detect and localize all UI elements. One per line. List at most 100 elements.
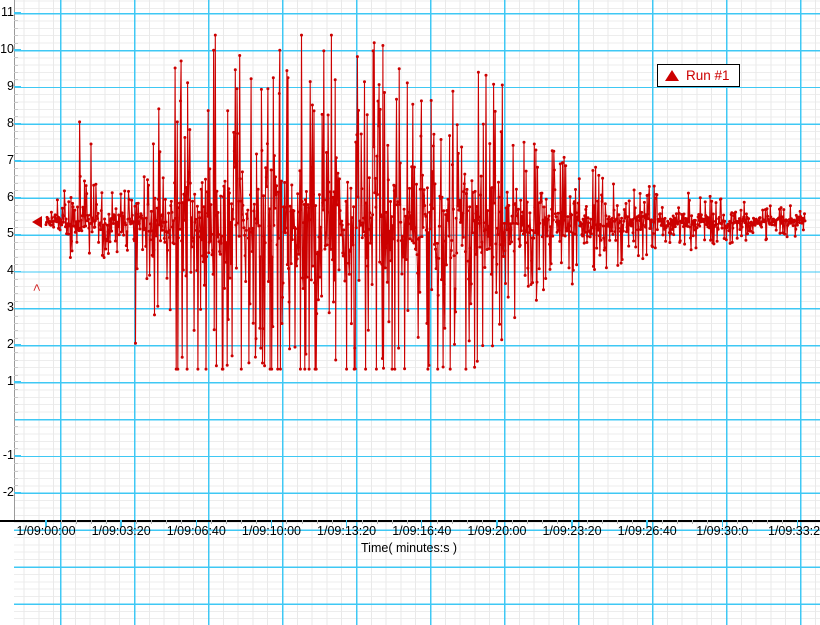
y-tick-minor [14,441,18,443]
x-tick-label: 1/09:30:0 [696,524,749,538]
x-tick [45,520,47,527]
y-tick-label: 8 [7,115,14,130]
legend-label: Run #1 [686,68,730,83]
y-tick-minor [14,463,18,465]
y-tick-label: 3 [7,300,14,315]
y-tick [14,12,21,14]
x-tick-minor [481,520,483,524]
y-tick-minor [14,337,18,339]
y-tick-minor [14,190,18,192]
x-tick-label: 1/09:16:40 [392,524,452,538]
y-tick-minor [14,57,18,59]
y-tick-label: 7 [7,152,14,167]
x-tick-label: 1/09:20:00 [467,524,527,538]
x-tick [721,520,724,527]
y-tick-minor [14,293,18,295]
y-tick [14,123,21,125]
x-tick-minor [361,520,363,524]
y-tick-minor [14,227,18,229]
x-tick-minor [466,520,468,524]
x-tick-minor [406,520,408,524]
series-overflow-glyph: < [29,283,45,292]
y-tick-minor [14,116,18,118]
x-tick-minor [632,520,634,524]
x-tick-minor [436,520,438,524]
x-tick-minor [76,520,78,524]
y-tick-minor [14,426,18,428]
y-tick [14,196,21,199]
y-tick-minor [14,256,18,258]
x-tick-minor [511,520,513,524]
y-tick [14,86,21,88]
x-tick-minor [301,520,303,524]
y-tick-minor [14,42,18,44]
x-tick-minor [316,520,318,524]
y-tick [14,49,21,51]
y-tick-minor [14,145,18,147]
x-tick-minor [707,520,709,524]
y-tick-minor [14,411,18,413]
y-tick-label: 11 [1,5,14,19]
y-tick-minor [14,470,18,472]
x-tick [120,520,122,527]
y-tick-minor [14,448,18,450]
y-tick-minor [14,64,18,66]
x-tick-minor [226,520,228,524]
x-tick-minor [286,520,288,524]
x-tick-minor [241,520,243,524]
legend-triangle-icon [665,70,679,81]
y-tick-label: 4 [7,263,14,278]
y-tick-minor [14,396,18,398]
y-tick-minor [14,35,18,37]
y-tick-minor [14,167,18,169]
y-tick [14,270,21,272]
x-tick-minor [256,520,258,524]
x-tick-minor [376,520,378,524]
y-tick-minor [14,175,18,177]
y-tick-minor [14,330,18,332]
x-tick-minor [677,520,679,524]
legend-box[interactable]: Run #1 [657,64,740,87]
x-tick-minor [617,520,619,524]
y-tick [14,492,21,494]
x-tick-minor [91,520,93,524]
y-tick-minor [14,20,18,22]
x-tick-minor [767,520,769,524]
x-axis-line [0,520,820,522]
y-tick-minor [14,263,18,265]
y-tick-minor [14,249,18,251]
y-tick-minor [14,278,18,280]
x-tick-minor [151,520,153,524]
y-tick-minor [14,315,18,317]
y-tick-minor [14,485,18,487]
x-tick-label: 1/09:23:20 [542,524,602,538]
x-tick-label: 1/09:26:40 [617,524,677,538]
x-tick-minor [557,520,558,524]
x-tick [195,520,197,527]
x-tick-minor [61,520,63,524]
y-tick-minor [14,153,18,155]
x-tick-minor [391,520,393,524]
y-tick [14,455,21,457]
y-tick-label: 1 [7,374,14,388]
y-tick-minor [14,108,18,110]
x-tick-minor [782,520,784,524]
y-tick-minor [14,404,18,406]
y-tick-minor [14,241,18,243]
x-tick [796,520,799,527]
x-tick [345,520,348,527]
y-tick-minor [14,94,18,96]
y-tick-minor [14,138,18,140]
x-tick-minor [181,520,183,524]
x-tick-minor [526,520,528,524]
x-tick-label: 1/09:13:20 [317,524,377,538]
y-tick-minor [14,72,18,74]
x-tick-minor [752,520,754,524]
y-tick [14,344,21,346]
x-tick-minor [662,520,664,524]
y-tick [14,381,21,383]
x-tick-label: 1/09:00:00 [16,524,76,538]
x-tick [421,520,423,527]
y-axis-line [14,0,15,520]
